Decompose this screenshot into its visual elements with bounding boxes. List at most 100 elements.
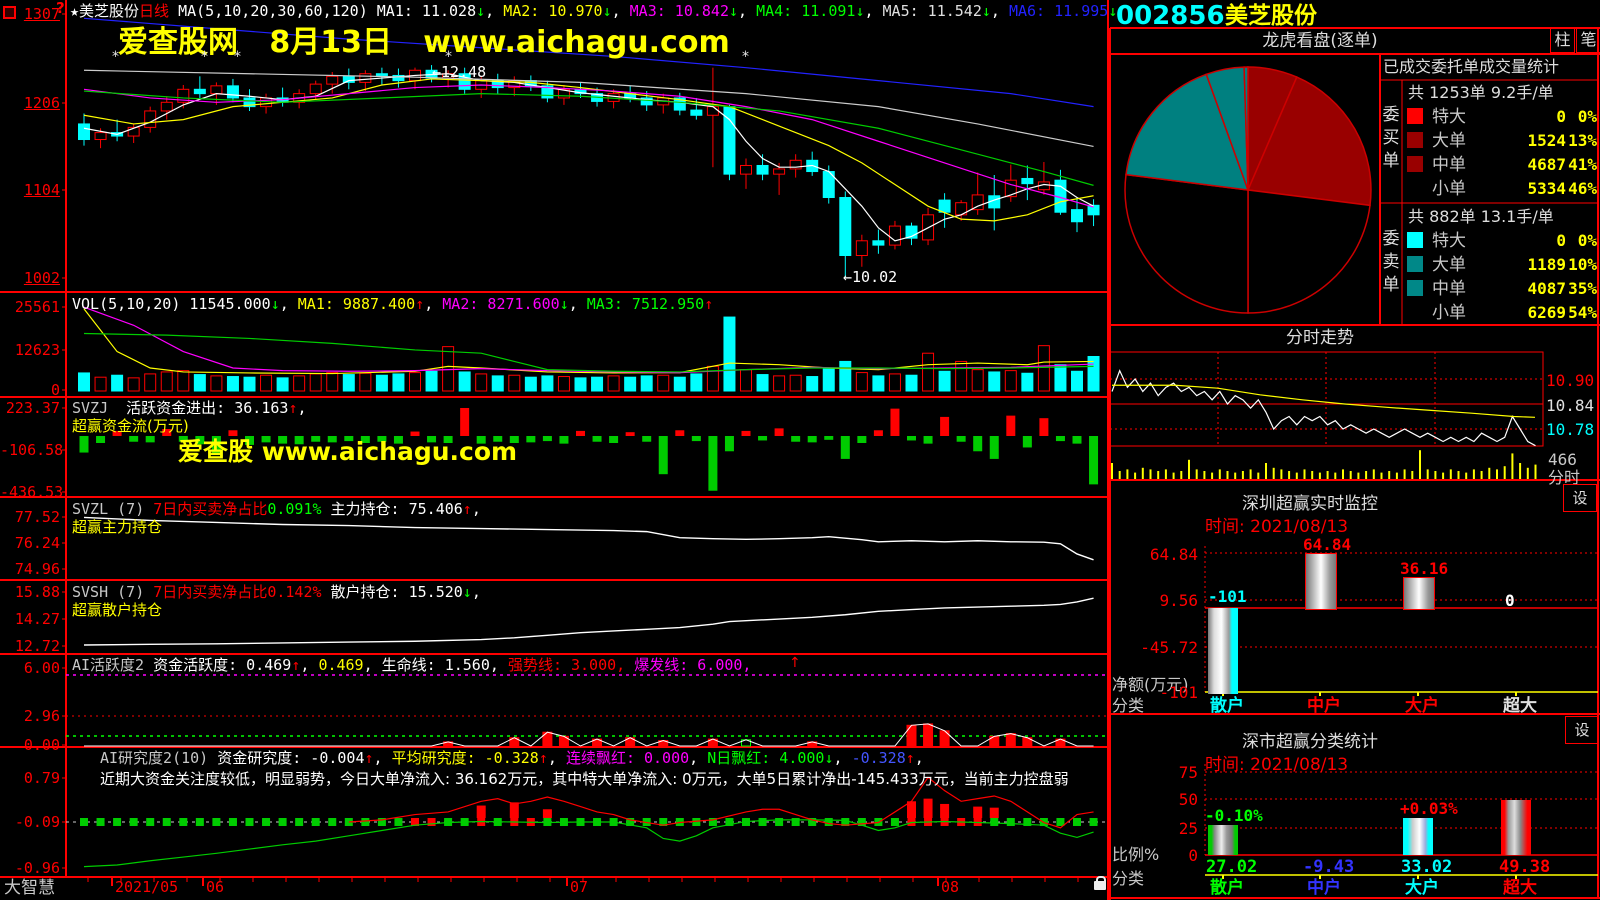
intraday-price-label: 10.84 [1546,396,1595,415]
header-segment: ↓ [476,2,486,20]
alert-arrow: ↑ [789,655,801,671]
header-segment: ↓ [981,2,991,20]
header-segment: ↑ [288,399,298,417]
header-segment: SVZJ [72,399,109,417]
header-segment: 主力持仓: 75.406 [321,500,463,518]
help-icon[interactable]: ? [56,0,65,17]
timeline-label[interactable]: 06 [206,878,225,896]
header-segment: -0.328 [851,749,906,767]
header-segment: ↓ [559,295,569,313]
stats-row-value: 1189 [1527,255,1566,274]
price-annotation: ←12.48 [432,63,487,81]
classify-value: 27.02 [1206,857,1258,877]
stats-row-label: 大单 [1432,131,1466,151]
header-segment: 生命线: 1.560, [381,656,508,674]
header-segment: 强势线: 3.000, [507,656,635,674]
window-icon[interactable] [3,6,16,19]
classify-cat-label: 大户 [1405,878,1439,898]
monitor-value: -101 [1208,587,1247,606]
header-segment: 连续飘红: 0.000 [565,749,690,767]
axis-label-main: 1206 [23,94,60,112]
header-segment: , [297,399,307,417]
axis-label-main: 1104 [23,181,60,199]
header-segment: ↓ [855,2,865,20]
svzj-panel-header: SVZJ 活跃资金进出: 36.163↑, [72,400,307,417]
axis-label-main: 1002 [23,269,60,287]
classify-cat-label: 超大 [1503,878,1537,898]
svzj-subtitle: 超赢资金流(万元) [72,417,189,435]
stats-row-value: 4087 [1527,279,1566,298]
header-segment: ↑ [462,500,472,518]
buy-summary: 共 1253单 9.2手/单 [1408,83,1554,102]
timeline-label[interactable]: 08 [941,878,960,896]
header-segment: ↑ [905,749,915,767]
timeline-label[interactable]: 2021/05 [115,878,179,896]
header-segment: 资金研究度: -0.004 [217,749,365,767]
axis-label-ai2: -0.96 [14,859,60,877]
monitor-value: 36.16 [1400,559,1449,578]
watermark-mid: 爱查股 www.aichagu.com [178,437,518,466]
header-segment: MA3: 7512.950 [586,295,705,313]
header-segment: , [689,749,708,767]
swatch-中单 [1407,156,1423,172]
stats-title: 已成交委托单成交量统计 [1383,57,1560,76]
stock-name: 美芝股份 [1225,3,1317,29]
classify-settings-button[interactable]: 设 [1565,716,1599,744]
monitor-axis-label: 64.84 [1149,545,1198,564]
axis-label-vol: 25561 [14,298,60,316]
ai-activity-header: AI活跃度2 资金活跃度: 0.469↑, 0.469, 生命线: 1.560,… [72,657,751,674]
header-segment: , [471,500,481,518]
axis-label-svzl: 74.96 [14,560,60,578]
header-segment: 爆发线: 6.000, [634,656,752,674]
svzl-subtitle: 超赢主力持仓 [72,518,163,536]
header-segment: , [300,656,319,674]
header-segment: ↑ [704,295,714,313]
header-segment: ↓ [602,2,612,20]
classify-y-label: 比例% [1112,845,1160,864]
monitor-axis-label: -45.72 [1140,638,1198,657]
header-segment: ↑ [364,749,374,767]
monitor-bar-大户 [1403,577,1435,610]
axis-label-svsh: 12.72 [14,637,60,655]
header-segment: MA1: 11.028 [376,2,477,20]
classify-axis-label: 50 [1178,790,1198,809]
header-segment: MA2: 10.970 [503,2,603,20]
classify-delta: +0.03% [1400,799,1458,819]
classify-cat-label: 散户 [1210,878,1244,898]
monitor-settings-button[interactable]: 设 [1563,484,1597,512]
timeline-label[interactable]: 07 [570,878,589,896]
lock-icon [1094,876,1106,890]
header-segment: MA3: 10.842 [629,2,729,20]
header-segment: , [424,295,443,313]
stats-row-pct: 10% [1568,255,1597,274]
monitor-bar-中户 [1305,553,1337,610]
header-segment: , [471,583,481,601]
stats-row-value: 6269 [1527,303,1566,322]
axis-label-main: 1307 [23,5,60,23]
header-segment: ↑ [291,656,301,674]
intraday-unit: 分时 [1548,468,1581,487]
classify-axis-label: 75 [1178,763,1198,782]
intraday-price-label: 10.90 [1546,371,1595,390]
stats-row-label: 特大 [1432,107,1466,127]
header-segment: , [990,2,1009,20]
swatch-大单 [1407,132,1423,148]
svzl-panel-header: SVZL (7) 7日内买卖净占比0.091% 主力持仓: 75.406↑, [72,501,481,518]
stats-row-label: 中单 [1432,155,1466,175]
header-segment: VOL(5,10,20) 11545.000 [72,295,271,313]
classify-delta: -0.10% [1205,806,1263,826]
tab-pen-chart[interactable]: 笔 [1576,27,1600,53]
monitor-cat-label: 超大 [1503,696,1537,716]
intraday-price-label: 10.78 [1546,420,1595,439]
header-segment: 0.469 [318,656,364,674]
stats-row-label: 大单 [1432,255,1466,275]
stats-row-label: 小单 [1432,179,1466,199]
monitor-value: 0 [1505,591,1515,610]
tab-bar-chart[interactable]: 柱 [1550,27,1575,53]
swatch-中单 [1407,280,1423,296]
stats-row-value: 4687 [1527,155,1566,174]
stats-row-label: 中单 [1432,279,1466,299]
header-segment: , [738,2,757,20]
header-segment: , [373,749,392,767]
